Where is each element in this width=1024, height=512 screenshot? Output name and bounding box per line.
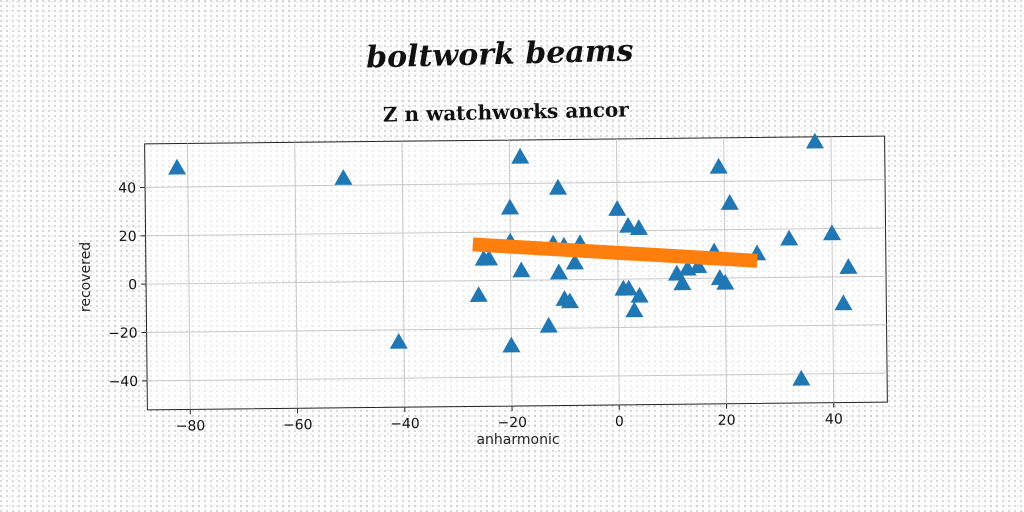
scatter-point (501, 198, 520, 215)
scatter-point (560, 292, 579, 309)
trend-line (472, 237, 758, 268)
x-tick-label: −20 (497, 415, 527, 431)
scatter-point (168, 158, 187, 175)
x-tick-label: 40 (825, 412, 843, 428)
scatter-point (565, 253, 584, 270)
scatter-point (334, 169, 353, 185)
scatter-point (689, 257, 708, 274)
scatter-point (716, 273, 735, 290)
scatter-point (512, 261, 531, 278)
scatter-point (480, 249, 499, 266)
scatter-point (539, 316, 558, 333)
chart-title: Z n watchworks ancor (383, 97, 630, 126)
scatter-point (839, 258, 858, 274)
x-tick-label: −40 (390, 416, 420, 432)
scatter-point (625, 301, 644, 318)
x-tick-label: 0 (615, 414, 624, 430)
y-grid-line (145, 179, 886, 188)
y-grid-line (146, 324, 887, 333)
plot-group: −80 −60 −40 −20 0 20 40 −40 −20 0 20 40 (108, 132, 888, 435)
x-axis-label: anharmonic (476, 432, 559, 448)
y-tick-label: −40 (108, 374, 138, 390)
x-tick-label: −60 (283, 417, 313, 433)
y-tick-label: 40 (118, 181, 136, 197)
scatter-point (823, 224, 842, 241)
x-grid-line (508, 140, 513, 407)
scatter-point (780, 229, 799, 246)
y-tick-labels: −40 −20 0 20 40 (108, 181, 148, 390)
x-tick-label: 20 (718, 413, 736, 429)
y-grid-line (145, 227, 886, 237)
y-tick-label: 0 (128, 277, 137, 293)
y-tick-label: −20 (108, 326, 138, 342)
grid (145, 136, 888, 410)
x-tick-label: −80 (176, 418, 206, 434)
x-tick-labels: −80 −60 −40 −20 0 20 40 (176, 402, 843, 435)
scatter-point (629, 219, 648, 236)
scatter-point (608, 200, 627, 216)
scatter-point (511, 147, 530, 164)
scatter-point (389, 332, 408, 349)
scatter-point (549, 263, 568, 280)
scatter-point (630, 286, 649, 303)
scatter-point (709, 157, 728, 174)
x-grid-line (830, 136, 835, 403)
scatter-point (805, 132, 824, 149)
scatter-point (792, 369, 811, 386)
x-grid-line (723, 137, 728, 404)
scatter-point (673, 274, 692, 291)
scatter-point (502, 336, 521, 353)
banner-title: boltwork beams (366, 34, 634, 76)
scatter-point (549, 178, 568, 195)
scatter-point (720, 194, 739, 210)
x-grid-line (401, 141, 406, 408)
scatter-point (619, 216, 638, 233)
y-grid-line (146, 275, 887, 285)
x-grid-line (187, 143, 191, 410)
series (168, 132, 858, 386)
y-grid-line (147, 372, 888, 382)
y-tick-label: 20 (119, 229, 137, 245)
x-grid-line (294, 142, 299, 409)
scatter-point (619, 279, 638, 296)
scatter-point (469, 286, 488, 302)
scatter-point (834, 294, 853, 311)
y-axis-label: recovered (78, 242, 94, 312)
x-grid-line (615, 138, 620, 405)
